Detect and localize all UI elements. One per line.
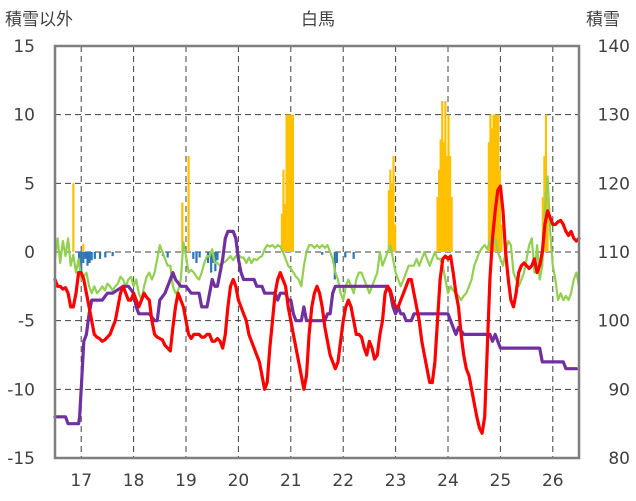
sunshine-bar-mark [335,252,339,263]
sunshine-bar-mark [192,252,195,259]
right-tick-label: 90 [608,380,630,400]
right-tick-label: 140 [598,37,630,57]
precip-bar-mark [546,197,549,252]
precip-bar-mark [82,243,85,252]
plot-frame [53,44,581,460]
right-tick-label: 110 [598,243,630,263]
precip-bar-mark [439,139,442,252]
temperature-line [53,184,581,435]
x-tick-label: 19 [175,471,197,491]
sunshine-bar-mark [344,252,347,258]
precip-bar-mark [437,169,441,252]
sunshine-bar-mark [195,252,198,263]
x-axis-ticks: 17 18 19 20 21 22 23 24 25 26 [70,471,563,491]
precip-bar-mark [442,142,445,252]
left-tick-label: -5 [18,312,35,332]
precip-bar-mark [389,169,392,252]
right-axis-ticks: 140 130 120 110 100 90 80 [598,37,630,469]
precip-bar-mark [487,142,490,252]
left-tick-label: 10 [13,106,35,126]
precip-bar-mark [500,224,503,252]
precip-bar-mark [390,183,394,252]
precip-bar-mark [288,114,291,253]
precip-bar-mark [541,197,544,252]
precip-bar-mark [444,100,447,252]
x-tick-label: 21 [280,471,302,491]
x-tick-label: 26 [542,471,564,491]
lines-layer [53,175,581,435]
sunshine-bar-mark [216,252,219,261]
sunshine-bar-mark [198,252,201,258]
precip-bar-mark [285,114,288,253]
sunshine-bar-mark [111,252,114,257]
precip-bar-mark [492,114,495,253]
precip-bar-mark [489,114,492,253]
sunshine-bar-mark [210,252,213,273]
left-tick-label: -15 [7,449,35,469]
x-tick-label: 24 [437,471,459,491]
precip-bar-mark [282,169,285,252]
precip-bar-mark [441,100,444,252]
precip-bar-mark [187,155,190,252]
sunshine-bar-mark [90,252,93,261]
precip-bar-mark [447,114,450,253]
left-tick-label: -10 [7,380,35,400]
right-tick-label: 130 [598,106,630,126]
x-tick-label: 23 [385,471,407,491]
sunshine-bar-mark [93,252,96,259]
sunshine-bar-mark [84,252,87,259]
sunshine-bar-mark [352,252,355,259]
x-tick-label: 17 [70,471,92,491]
right-axis-label: 積雪 [586,10,620,30]
precip-bar-mark [497,114,500,253]
precip-bar-mark [280,213,283,252]
right-tick-label: 120 [598,174,630,194]
precip-bar-mark [445,155,449,252]
precip-bar-mark [72,183,75,252]
precip-bar-mark [387,190,390,252]
precip-bar-mark [448,155,452,252]
sunshine-bar-mark [82,252,85,263]
left-axis-ticks: 15 10 5 0 -5 -10 -15 [7,37,35,469]
precip-bar-mark [490,128,494,252]
precip-bar-mark [450,197,453,252]
right-tick-label: 100 [598,312,630,332]
sunshine-bar-mark [321,252,324,255]
precip-bar-mark [287,114,290,253]
precip-bar-mark [392,155,395,252]
left-tick-label: 0 [24,243,35,263]
x-tick-label: 20 [228,471,250,491]
sunshine-bar-mark [104,252,107,258]
chart-title: 白馬 [301,10,335,30]
precip-bar-mark [393,224,397,252]
precip-bar-mark [291,114,294,253]
left-axis-label: 積雪以外 [5,10,73,30]
sunshine-bar-mark [98,252,102,259]
x-tick-label: 22 [332,471,354,491]
precip-bar-mark [290,114,293,253]
sunshine-bar-mark [80,252,83,273]
left-tick-label: 5 [24,174,35,194]
sunshine-bar-mark [88,252,91,263]
precip-bar-mark [494,114,497,253]
x-tick-label: 18 [123,471,145,491]
precip-bar-mark [495,114,498,253]
sunshine-bar-mark [166,252,169,258]
sunshine-bar-mark [206,252,210,263]
sunshine-bar-mark [86,252,89,266]
precip-bar-mark [498,169,501,252]
right-tick-label: 80 [608,449,630,469]
precip-bar-mark [181,202,184,252]
precip-bar-mark [436,197,439,252]
precip-bar-mark [283,203,287,252]
x-tick-label: 25 [490,471,512,491]
left-tick-label: 15 [13,37,35,57]
bars-layer [72,100,549,280]
